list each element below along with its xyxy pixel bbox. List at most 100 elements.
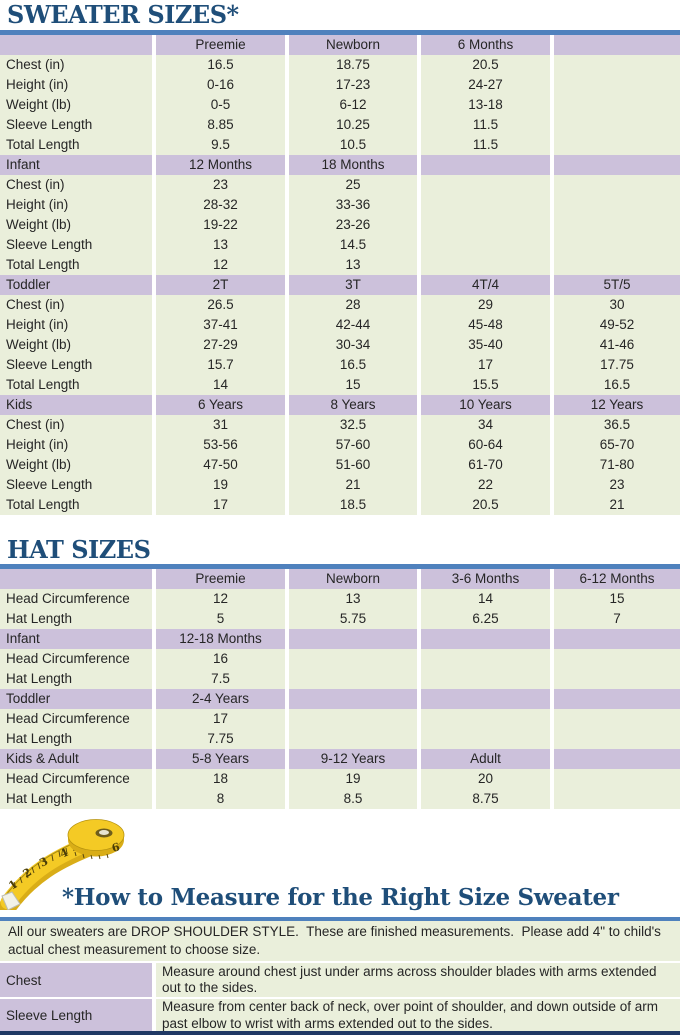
table-row: Head Circumference 17: [0, 709, 680, 729]
title-rule: [0, 564, 680, 569]
value-cell: 11.5: [421, 135, 550, 155]
table-row: Height (in) 0-16 17-23 24-27: [0, 75, 680, 95]
value-cell: 60-64: [421, 435, 550, 455]
section-header-row: Infant 12-18 Months: [0, 629, 680, 649]
size-header-cell: 8 Years: [289, 395, 417, 415]
value-cell: 16: [156, 649, 285, 669]
value-cell: 57-60: [289, 435, 417, 455]
value-cell: [421, 235, 550, 255]
row-label-cell: Hat Length: [0, 789, 152, 809]
section-name-cell: Kids: [0, 395, 152, 415]
value-cell: 18.75: [289, 55, 417, 75]
value-cell: 9.5: [156, 135, 285, 155]
value-cell: 51-60: [289, 455, 417, 475]
value-cell: [554, 215, 680, 235]
value-cell: 47-50: [156, 455, 285, 475]
sweater-sizes-title: SWEATER SIZES*: [7, 0, 239, 29]
size-header-cell: [554, 35, 680, 55]
size-header-cell: Newborn: [289, 35, 417, 55]
value-cell: [421, 195, 550, 215]
value-cell: [554, 729, 680, 749]
value-cell: [554, 255, 680, 275]
size-header-cell: [554, 155, 680, 175]
size-header-cell: 4T/4: [421, 275, 550, 295]
table-row: Weight (lb) 19-22 23-26: [0, 215, 680, 235]
size-header-cell: 5T/5: [554, 275, 680, 295]
value-cell: 19-22: [156, 215, 285, 235]
row-label-cell: Hat Length: [0, 729, 152, 749]
table-row: Sleeve Length 8.85 10.25 11.5: [0, 115, 680, 135]
value-cell: [554, 669, 680, 689]
value-cell: [554, 135, 680, 155]
section-name-cell: Infant: [0, 155, 152, 175]
value-cell: 35-40: [421, 335, 550, 355]
value-cell: [421, 255, 550, 275]
row-label-cell: Sleeve Length: [0, 355, 152, 375]
value-cell: 23: [554, 475, 680, 495]
size-header-cell: 2T: [156, 275, 285, 295]
value-cell: [554, 75, 680, 95]
measure-description-cell: Measure around chest just under arms acr…: [156, 963, 680, 997]
value-cell: 17.75: [554, 355, 680, 375]
value-cell: 7.75: [156, 729, 285, 749]
value-cell: 22: [421, 475, 550, 495]
row-label-cell: Height (in): [0, 195, 152, 215]
value-cell: 8.85: [156, 115, 285, 135]
value-cell: 45-48: [421, 315, 550, 335]
hat-sizes-title: HAT SIZES: [7, 535, 151, 564]
value-cell: [554, 95, 680, 115]
table-row: Weight (lb) 27-29 30-34 35-40 41-46: [0, 335, 680, 355]
size-header-cell: [289, 689, 417, 709]
row-label-cell: Head Circumference: [0, 649, 152, 669]
value-cell: [289, 709, 417, 729]
row-label-cell: Sleeve Length: [0, 475, 152, 495]
size-header-cell: Preemie: [156, 35, 285, 55]
value-cell: [554, 55, 680, 75]
row-label-cell: Hat Length: [0, 609, 152, 629]
value-cell: [421, 175, 550, 195]
value-cell: 16.5: [156, 55, 285, 75]
size-header-cell: Newborn: [289, 569, 417, 589]
hat-size-table: Preemie Newborn 3-6 Months 6-12 Months Head …: [0, 569, 680, 809]
value-cell: 13-18: [421, 95, 550, 115]
value-cell: [421, 669, 550, 689]
value-cell: 14.5: [289, 235, 417, 255]
table-row: Chest (in) 16.5 18.75 20.5: [0, 55, 680, 75]
size-header-cell: 2-4 Years: [156, 689, 285, 709]
tape-number: 6: [110, 840, 121, 855]
value-cell: 14: [421, 589, 550, 609]
size-header-cell: 9-12 Years: [289, 749, 417, 769]
size-header-cell: 18 Months: [289, 155, 417, 175]
section-name-cell: Toddler: [0, 275, 152, 295]
value-cell: [289, 729, 417, 749]
value-cell: 18: [156, 769, 285, 789]
table-row: Weight (lb) 0-5 6-12 13-18: [0, 95, 680, 115]
value-cell: 42-44: [289, 315, 417, 335]
value-cell: 31: [156, 415, 285, 435]
value-cell: 41-46: [554, 335, 680, 355]
value-cell: 61-70: [421, 455, 550, 475]
value-cell: 0-16: [156, 75, 285, 95]
value-cell: [554, 709, 680, 729]
value-cell: 15.7: [156, 355, 285, 375]
table-row: Head Circumference 12 13 14 15: [0, 589, 680, 609]
size-header-cell: [289, 629, 417, 649]
section-header-row: Kids 6 Years 8 Years 10 Years 12 Years: [0, 395, 680, 415]
value-cell: 11.5: [421, 115, 550, 135]
row-label-cell: Height (in): [0, 435, 152, 455]
row-label-cell: Total Length: [0, 375, 152, 395]
value-cell: 26.5: [156, 295, 285, 315]
table-row: Total Length 12 13: [0, 255, 680, 275]
section-name-cell: Kids & Adult: [0, 749, 152, 769]
value-cell: 19: [156, 475, 285, 495]
value-cell: [554, 789, 680, 809]
row-label-cell: Head Circumference: [0, 709, 152, 729]
value-cell: [554, 175, 680, 195]
row-label-cell: Chest (in): [0, 295, 152, 315]
row-label-cell: Chest (in): [0, 415, 152, 435]
row-label-cell: Weight (lb): [0, 215, 152, 235]
size-header-cell: [421, 155, 550, 175]
table-row: Total Length 17 18.5 20.5 21: [0, 495, 680, 515]
value-cell: [289, 669, 417, 689]
value-cell: 10.5: [289, 135, 417, 155]
